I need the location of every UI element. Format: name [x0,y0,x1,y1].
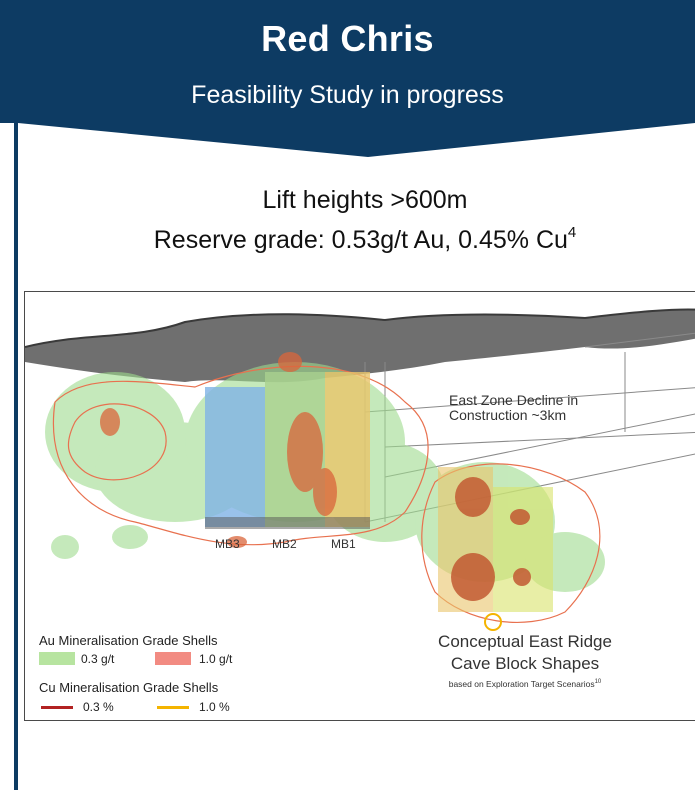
label-mb1: MB1 [331,537,356,551]
reserve-grade-line: Reserve grade: 0.53g/t Au, 0.45% Cu4 [0,224,695,255]
cu-low-grade-outline [53,365,601,623]
topography-surface [25,309,695,383]
cu-1-0-line [157,706,189,709]
lift-heights-text: Lift heights >600m [262,186,468,214]
au-legend-title: Au Mineralisation Grade Shells [39,633,218,648]
east-ridge-block-2 [493,487,553,612]
au-0-3-label: 0.3 g/t [81,652,115,666]
page-title: Red Chris [261,18,434,59]
cu-1-0-label: 1.0 % [199,700,230,714]
reserve-footnote: 4 [567,224,577,241]
block-mb3 [205,387,265,527]
concept-line-1: Conceptual East Ridge [438,632,612,651]
cu-0-3-line [41,706,73,709]
east-ridge-pods [451,477,531,601]
left-frame-border [14,0,18,790]
cu-0-3-label: 0.3 % [83,700,114,714]
cu-legend-title: Cu Mineralisation Grade Shells [39,680,219,695]
title-banner: Red Chris Feasibility Study in progress [0,0,695,160]
banner-shape [0,0,695,157]
concept-line-2: Cave Block Shapes [450,654,600,673]
reserve-grade-text: Reserve grade: 0.53g/t Au, 0.45% Cu [153,226,568,254]
orebody-illustration [25,308,695,631]
orebody-model-figure: East Zone Decline in Construction ~3km M… [24,291,695,721]
concept-note: based on Exploration Target Scenarios10 [448,679,602,689]
label-mb3: MB3 [215,537,240,551]
page-subtitle: Feasibility Study in progress [191,81,504,109]
au-1-0-swatch [155,652,191,665]
decline-label: East Zone Decline in Construction ~3km [449,392,579,423]
label-mb2: MB2 [272,537,297,551]
au-high-grade-pods [100,352,337,548]
cu-high-grade-outline [484,613,502,631]
au-0-3-swatch [39,652,75,665]
au-1-0-label: 1.0 g/t [199,652,233,666]
